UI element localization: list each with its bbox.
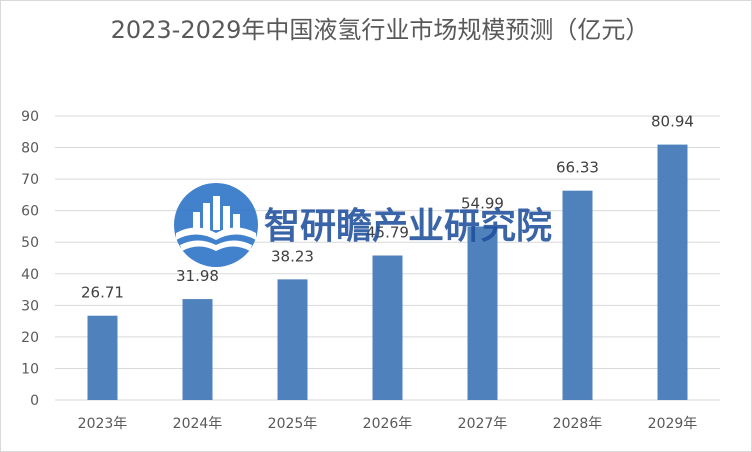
bar <box>657 144 688 400</box>
x-tick-label: 2025年 <box>268 416 318 432</box>
y-tick-label: 90 <box>21 109 39 125</box>
bar <box>182 299 213 400</box>
data-label: 45.79 <box>366 224 409 242</box>
watermark: 智研瞻产业研究院 <box>174 183 552 267</box>
x-tick-label: 2028年 <box>553 416 603 432</box>
chart-title: 2023-2029年中国液氢行业市场规模预测（亿元） <box>110 16 650 44</box>
x-tick-label: 2023年 <box>78 416 128 432</box>
y-tick-label: 20 <box>21 330 39 346</box>
data-label: 26.71 <box>81 284 124 302</box>
x-axis: 2023年 2024年 2025年 2026年 2027年 2028年 2029年 <box>78 416 698 432</box>
y-tick-label: 30 <box>21 298 39 314</box>
data-label: 54.99 <box>461 194 504 212</box>
watermark-text: 智研瞻产业研究院 <box>264 206 552 247</box>
data-label: 66.33 <box>556 159 599 177</box>
data-label: 38.23 <box>271 247 314 265</box>
bar <box>87 315 118 400</box>
data-label: 80.94 <box>651 113 694 131</box>
y-tick-label: 10 <box>21 361 39 377</box>
bar <box>467 226 498 400</box>
y-tick-label: 50 <box>21 235 39 251</box>
y-tick-label: 60 <box>21 204 39 220</box>
skyline-book-logo-icon <box>174 183 258 267</box>
bar <box>372 255 403 400</box>
x-tick-label: 2026年 <box>363 416 413 432</box>
y-tick-label: 40 <box>21 267 39 283</box>
y-tick-label: 80 <box>21 141 39 157</box>
y-tick-label: 70 <box>21 172 39 188</box>
x-tick-label: 2029年 <box>648 416 698 432</box>
x-tick-label: 2024年 <box>173 416 223 432</box>
bar <box>562 190 593 400</box>
x-tick-label: 2027年 <box>458 416 508 432</box>
y-axis: 0 10 20 30 40 50 60 70 80 90 <box>21 109 39 409</box>
bars <box>87 144 688 400</box>
bar <box>277 279 308 400</box>
data-labels: 26.71 31.98 38.23 45.79 54.99 66.33 80.94 <box>81 113 694 302</box>
data-label: 31.98 <box>176 267 219 285</box>
y-tick-label: 0 <box>30 393 39 409</box>
